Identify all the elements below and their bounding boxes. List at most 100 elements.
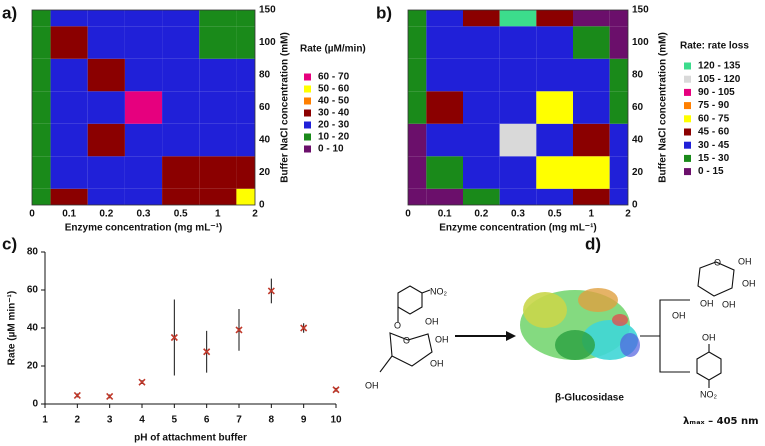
legend-label: 30 - 45 bbox=[698, 140, 730, 151]
y-axis-title: Buffer NaCl concentration (mM) bbox=[280, 32, 291, 183]
contour-cell bbox=[162, 10, 200, 27]
atom-label: OH bbox=[722, 299, 736, 309]
x-tick-label: 1 bbox=[589, 209, 595, 220]
contour-cell bbox=[408, 58, 427, 92]
contour-cell bbox=[162, 26, 200, 59]
contour-cell bbox=[463, 91, 500, 124]
legend-label: 10 - 20 bbox=[318, 132, 350, 143]
contour-cell bbox=[536, 188, 573, 205]
atom-label: OH bbox=[742, 278, 756, 288]
contour-cell bbox=[87, 123, 125, 157]
contour-cell bbox=[609, 26, 628, 59]
x-tick-label: 4 bbox=[139, 415, 145, 426]
contour-cell bbox=[463, 10, 500, 27]
y-tick-label: 80 bbox=[27, 247, 39, 258]
x-tick-label: 0.2 bbox=[99, 209, 113, 220]
y-tick-label: 20 bbox=[27, 361, 39, 372]
x-tick-label: 5 bbox=[172, 415, 178, 426]
contour-cell bbox=[499, 123, 537, 157]
y-tick-label: 100 bbox=[259, 37, 276, 48]
contour-cell bbox=[426, 26, 463, 59]
contour-cell bbox=[609, 58, 628, 92]
y-tick-label: 150 bbox=[259, 5, 276, 16]
legend-swatch bbox=[684, 154, 691, 162]
x-tick-label: 1 bbox=[215, 209, 221, 220]
x-tick-label: 0.2 bbox=[474, 209, 488, 220]
panel-label: b) bbox=[376, 3, 392, 22]
atom-label: OH bbox=[672, 310, 686, 320]
contour-cell bbox=[609, 188, 628, 205]
contour-cell bbox=[124, 123, 163, 157]
data-point bbox=[235, 326, 243, 334]
contour-cell bbox=[426, 156, 463, 189]
atom-label: OH bbox=[365, 380, 379, 390]
legend-label: 45 - 60 bbox=[698, 127, 730, 138]
x-tick-label: 6 bbox=[204, 415, 210, 426]
legend-swatch bbox=[684, 141, 691, 149]
x-axis-title: pH of attachment buffer bbox=[134, 433, 247, 444]
contour-cell bbox=[32, 10, 51, 27]
x-tick-label: 0 bbox=[405, 209, 411, 220]
contour-cell bbox=[426, 91, 463, 124]
x-tick-label: 9 bbox=[301, 415, 307, 426]
legend-swatch bbox=[684, 102, 691, 110]
legend-label: 20 - 30 bbox=[318, 120, 350, 131]
y-tick-label: 40 bbox=[27, 323, 39, 334]
y-tick-label: 20 bbox=[259, 167, 271, 178]
contour-cell bbox=[162, 123, 200, 157]
contour-cell bbox=[536, 91, 573, 124]
contour-cell bbox=[573, 26, 610, 59]
contour-cell bbox=[573, 58, 610, 92]
contour-cell bbox=[463, 188, 500, 205]
y-tick-label: 80 bbox=[259, 70, 271, 81]
legend-title: Rate: rate loss bbox=[680, 41, 749, 52]
x-tick-label: 0.5 bbox=[174, 209, 188, 220]
contour-cell bbox=[199, 156, 237, 189]
x-tick-label: 0.3 bbox=[511, 209, 525, 220]
y-tick-label: 60 bbox=[259, 102, 271, 113]
contour-cell bbox=[50, 26, 88, 59]
benzene-ring bbox=[397, 285, 423, 315]
x-axis-title: Enzyme concentration (mg mL⁻¹) bbox=[439, 223, 597, 234]
enzyme-label: β-Glucosidase bbox=[555, 393, 624, 404]
contour-cell bbox=[87, 58, 125, 92]
contour-cell bbox=[573, 123, 610, 157]
y-tick-label: 0 bbox=[632, 200, 638, 211]
contour-cell bbox=[499, 10, 537, 27]
bond bbox=[421, 289, 431, 294]
x-tick-label: 0.3 bbox=[137, 209, 151, 220]
legend-label: 40 - 50 bbox=[318, 96, 350, 107]
contour-cell bbox=[499, 26, 537, 59]
contour-cell bbox=[426, 188, 463, 205]
contour-cell bbox=[32, 58, 51, 92]
legend-swatch bbox=[304, 145, 311, 153]
atom-label: OH bbox=[425, 316, 439, 326]
x-tick-label: 2 bbox=[75, 415, 81, 426]
arrow-head bbox=[506, 331, 516, 341]
legend-label: 60 - 70 bbox=[318, 72, 350, 83]
contour-cell bbox=[236, 156, 255, 189]
contour-cell bbox=[199, 26, 237, 59]
data-point bbox=[138, 378, 146, 386]
legend-swatch bbox=[684, 75, 691, 83]
contour-cell bbox=[536, 123, 573, 157]
contour-cell bbox=[87, 26, 125, 59]
bracket bbox=[659, 299, 690, 373]
contour-cell bbox=[499, 188, 537, 205]
reaction-diagram: NO₂ O O OH OH OH OH β-Glucosidase O OH O… bbox=[365, 256, 759, 427]
atom-label: O bbox=[394, 320, 401, 330]
contour-cell bbox=[87, 91, 125, 124]
contour-cell bbox=[408, 26, 427, 59]
plot-frame bbox=[407, 9, 629, 206]
legend-label: 105 - 120 bbox=[698, 74, 741, 85]
contour-cell bbox=[50, 10, 88, 27]
contour-cell bbox=[199, 188, 237, 205]
x-tick-label: 2 bbox=[625, 209, 631, 220]
contour-cell bbox=[499, 156, 537, 189]
contour-cell bbox=[463, 123, 500, 157]
contour-cell bbox=[50, 188, 88, 205]
contour-cell bbox=[124, 10, 163, 27]
legend-swatch bbox=[304, 133, 311, 141]
data-point bbox=[332, 386, 340, 394]
plot-frame bbox=[31, 9, 256, 206]
